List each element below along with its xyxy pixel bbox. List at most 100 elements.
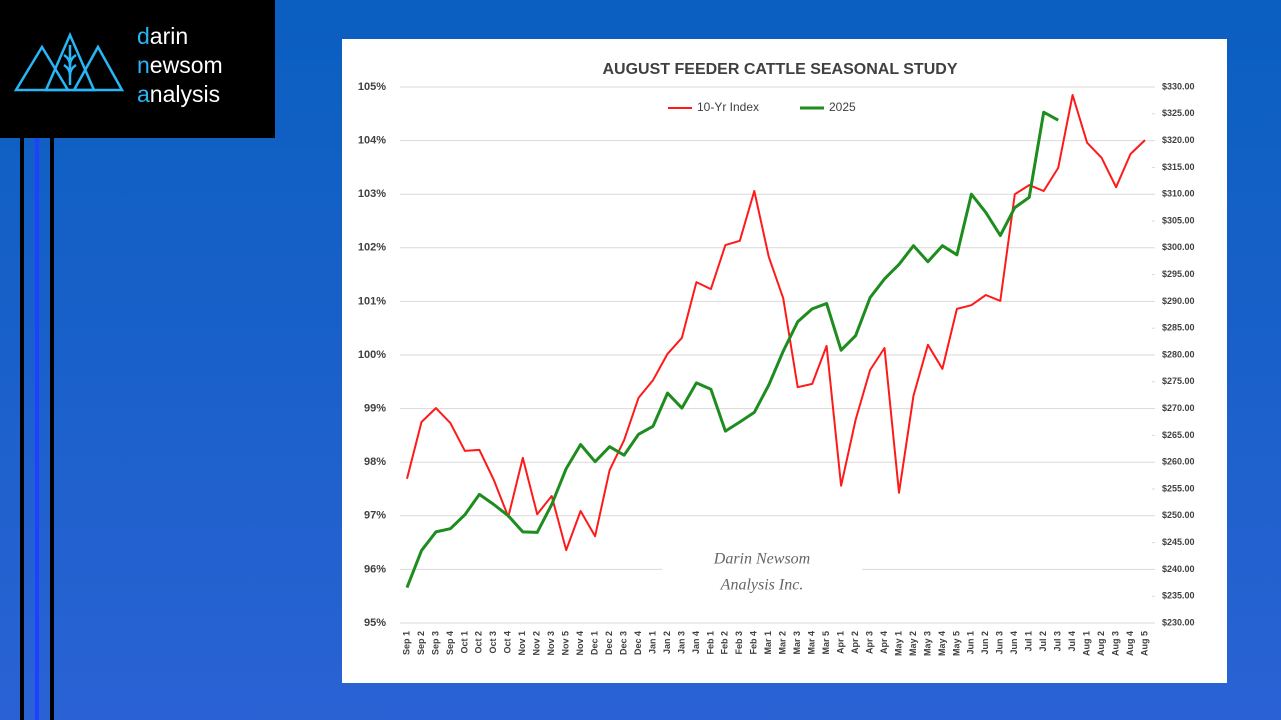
x-tick-label: Mar 5	[821, 631, 831, 655]
watermark-bg	[662, 545, 862, 603]
x-tick-label: Dec 3	[618, 631, 628, 655]
x-tick-label: Dec 2	[604, 631, 614, 655]
y2-tick-label: $330.00	[1162, 81, 1195, 91]
y2-tick-label: $315.00	[1162, 162, 1195, 172]
y2-tick-label: $240.00	[1162, 564, 1195, 574]
x-tick-label: May 1	[893, 631, 903, 656]
x-tick-label: Jan 1	[647, 631, 657, 654]
y-tick-label: 99%	[364, 403, 386, 415]
y2-tick-label: $235.00	[1162, 591, 1195, 601]
y-tick-label: 96%	[364, 563, 386, 575]
y-tick-label: 104%	[358, 135, 386, 147]
decor-bar	[35, 138, 39, 720]
x-tick-label: Apr 2	[850, 631, 860, 654]
x-tick-label: Jun 3	[995, 631, 1005, 655]
x-tick-label: Jan 4	[691, 631, 701, 654]
x-tick-label: May 4	[937, 631, 947, 656]
x-tick-label: Mar 1	[763, 631, 773, 655]
y-tick-label: 105%	[358, 81, 386, 93]
logo-line: newsom	[137, 52, 223, 78]
legend-label: 10-Yr Index	[697, 100, 759, 114]
y2-tick-label: $255.00	[1162, 483, 1195, 493]
y2-tick-label: $300.00	[1162, 242, 1195, 252]
y2-tick-label: $285.00	[1162, 323, 1195, 333]
y2-tick-label: $265.00	[1162, 430, 1195, 440]
x-tick-label: Feb 4	[749, 631, 759, 655]
x-tick-label: Sep 3	[430, 631, 440, 655]
decor-bar	[20, 138, 24, 720]
x-tick-label: Jan 3	[676, 631, 686, 654]
x-tick-label: Sep 2	[416, 631, 426, 655]
series-line	[405, 110, 1059, 589]
y2-tick-label: $325.00	[1162, 108, 1195, 118]
x-tick-label: Apr 1	[835, 631, 845, 654]
x-tick-label: Apr 3	[864, 631, 874, 654]
series-line	[406, 94, 1146, 552]
x-tick-label: Mar 3	[792, 631, 802, 655]
x-tick-label: Feb 1	[705, 631, 715, 655]
y-tick-label: 97%	[364, 510, 386, 522]
x-tick-label: Jul 4	[1067, 631, 1077, 652]
x-tick-label: Apr 4	[879, 631, 889, 654]
x-tick-label: Aug 3	[1110, 631, 1120, 656]
y2-tick-label: $260.00	[1162, 457, 1195, 467]
x-tick-label: Oct 4	[503, 631, 513, 654]
x-tick-label: Nov 4	[575, 631, 585, 656]
watermark: Analysis Inc.	[720, 577, 804, 594]
x-tick-label: Oct 2	[474, 631, 484, 654]
y2-tick-label: $320.00	[1162, 135, 1195, 145]
x-tick-label: Jun 2	[980, 631, 990, 655]
x-tick-label: May 5	[951, 631, 961, 656]
y-tick-label: 101%	[358, 295, 386, 307]
logo: darin newsom analysis	[0, 0, 275, 138]
y-tick-label: 98%	[364, 456, 386, 468]
chart-panel	[342, 39, 1227, 683]
x-tick-label: Nov 2	[532, 631, 542, 656]
y2-tick-label: $230.00	[1162, 617, 1195, 627]
y-tick-label: 102%	[358, 242, 386, 254]
x-tick-label: Aug 4	[1125, 631, 1135, 656]
x-tick-label: Feb 3	[734, 631, 744, 655]
x-tick-label: Jun 4	[1009, 631, 1019, 655]
y2-tick-label: $245.00	[1162, 537, 1195, 547]
logo-mark	[13, 31, 125, 92]
y-tick-label: 103%	[358, 188, 386, 200]
x-tick-label: Feb 2	[720, 631, 730, 655]
logo-line: analysis	[137, 81, 221, 107]
x-tick-label: Aug 1	[1081, 631, 1091, 656]
x-tick-label: Nov 5	[561, 631, 571, 656]
watermark: Darin Newsom	[713, 551, 810, 568]
y2-tick-label: $250.00	[1162, 510, 1195, 520]
logo-line: darin	[137, 23, 189, 49]
x-tick-label: Jun 1	[966, 631, 976, 655]
x-tick-label: Dec 1	[589, 631, 599, 655]
x-tick-label: Jul 1	[1024, 631, 1034, 652]
x-tick-label: Jan 2	[662, 631, 672, 654]
y2-tick-label: $310.00	[1162, 189, 1195, 199]
logo-text: darin newsom analysis	[137, 22, 223, 109]
y2-tick-label: $270.00	[1162, 403, 1195, 413]
y-tick-label: 95%	[364, 617, 386, 629]
x-tick-label: Aug 5	[1139, 631, 1149, 656]
x-tick-label: Jul 2	[1038, 631, 1048, 652]
y2-tick-label: $275.00	[1162, 376, 1195, 386]
x-tick-label: Aug 2	[1096, 631, 1106, 656]
y2-tick-label: $305.00	[1162, 215, 1195, 225]
x-tick-label: May 2	[908, 631, 918, 656]
x-tick-label: May 3	[922, 631, 932, 656]
y2-tick-label: $290.00	[1162, 296, 1195, 306]
x-tick-label: Dec 4	[633, 631, 643, 655]
y2-tick-label: $295.00	[1162, 269, 1195, 279]
x-tick-label: Oct 3	[488, 631, 498, 654]
x-tick-label: Oct 1	[459, 631, 469, 654]
y-tick-label: 100%	[358, 349, 386, 361]
x-tick-label: Mar 4	[807, 631, 817, 655]
x-tick-label: Sep 4	[445, 631, 455, 655]
x-tick-label: Nov 3	[546, 631, 556, 656]
legend-label: 2025	[829, 100, 856, 114]
x-tick-label: Jul 3	[1053, 631, 1063, 652]
x-tick-label: Mar 2	[778, 631, 788, 655]
x-tick-label: Nov 1	[517, 631, 527, 656]
chart-title: AUGUST FEEDER CATTLE SEASONAL STUDY	[603, 61, 958, 78]
